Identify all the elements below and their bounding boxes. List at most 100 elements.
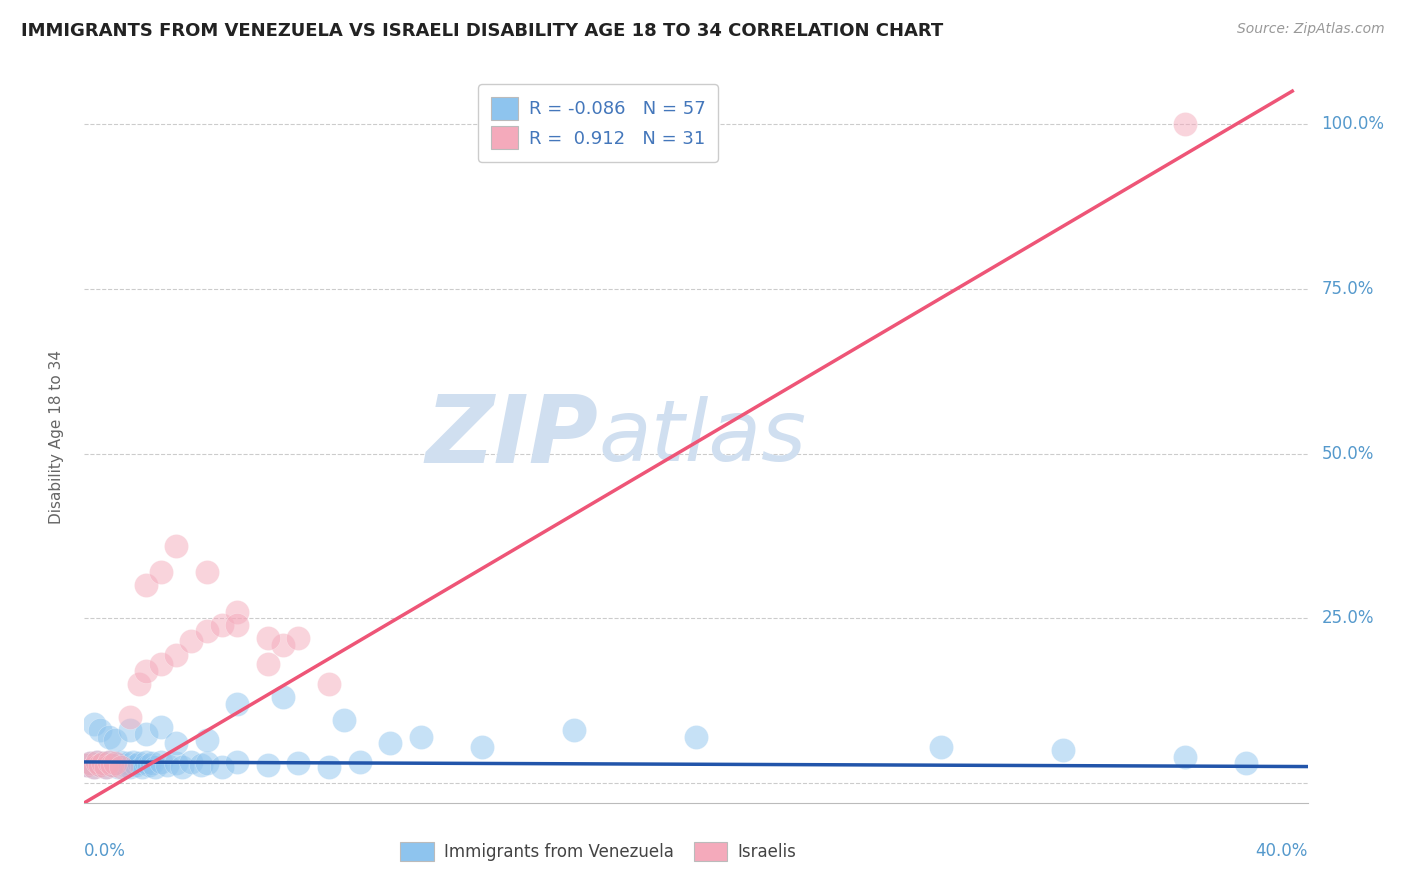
Point <box>165 756 187 771</box>
Point <box>287 756 309 771</box>
Point <box>257 631 280 645</box>
Point <box>195 565 218 579</box>
Point <box>143 759 166 773</box>
Point <box>318 677 340 691</box>
Point <box>156 757 179 772</box>
Legend: Immigrants from Venezuela, Israelis: Immigrants from Venezuela, Israelis <box>394 835 803 868</box>
Point <box>101 757 124 772</box>
Point <box>271 638 294 652</box>
Point <box>149 657 172 672</box>
Point <box>76 757 98 772</box>
Point <box>122 755 145 769</box>
Point <box>165 539 187 553</box>
Point <box>110 755 132 769</box>
Text: 40.0%: 40.0% <box>1256 842 1308 860</box>
Point <box>165 737 187 751</box>
Point <box>226 755 249 769</box>
Point <box>97 755 120 769</box>
Point <box>112 757 135 772</box>
Point <box>1174 749 1197 764</box>
Point <box>120 723 142 738</box>
Point <box>104 756 127 771</box>
Point <box>149 755 172 769</box>
Point <box>135 664 157 678</box>
Point <box>195 756 218 771</box>
Text: 50.0%: 50.0% <box>1322 444 1374 463</box>
Point <box>380 737 402 751</box>
Text: 100.0%: 100.0% <box>1322 115 1385 133</box>
Point <box>125 757 148 772</box>
Point <box>104 756 127 771</box>
Text: ZIP: ZIP <box>425 391 598 483</box>
Point <box>89 723 111 738</box>
Point <box>172 759 194 773</box>
Point <box>135 755 157 769</box>
Point <box>1052 743 1074 757</box>
Point <box>409 730 432 744</box>
Point <box>104 733 127 747</box>
Point <box>135 578 157 592</box>
Point <box>94 759 117 773</box>
Point <box>257 757 280 772</box>
Point <box>149 565 172 579</box>
Point <box>929 739 952 754</box>
Point <box>107 759 129 773</box>
Point <box>128 756 150 771</box>
Point <box>471 739 494 754</box>
Point <box>271 690 294 705</box>
Point <box>110 759 132 773</box>
Text: 25.0%: 25.0% <box>1322 609 1374 627</box>
Point <box>1234 756 1257 771</box>
Point <box>91 756 114 771</box>
Text: 75.0%: 75.0% <box>1322 280 1374 298</box>
Point <box>562 723 585 738</box>
Point <box>180 755 202 769</box>
Point <box>115 756 138 771</box>
Point <box>89 757 111 772</box>
Point <box>120 710 142 724</box>
Point <box>128 677 150 691</box>
Point <box>97 730 120 744</box>
Point <box>257 657 280 672</box>
Point <box>195 733 218 747</box>
Point <box>226 697 249 711</box>
Text: Source: ZipAtlas.com: Source: ZipAtlas.com <box>1237 22 1385 37</box>
Point <box>180 634 202 648</box>
Point <box>149 720 172 734</box>
Point <box>138 757 160 772</box>
Point <box>190 757 212 772</box>
Point <box>287 631 309 645</box>
Text: 0.0%: 0.0% <box>84 842 127 860</box>
Point <box>89 757 111 772</box>
Point <box>195 624 218 639</box>
Point <box>685 730 707 744</box>
Point <box>79 756 101 771</box>
Point <box>76 757 98 772</box>
Text: IMMIGRANTS FROM VENEZUELA VS ISRAELI DISABILITY AGE 18 TO 34 CORRELATION CHART: IMMIGRANTS FROM VENEZUELA VS ISRAELI DIS… <box>21 22 943 40</box>
Text: atlas: atlas <box>598 395 806 479</box>
Point <box>86 755 108 769</box>
Point <box>135 726 157 740</box>
Point <box>86 755 108 769</box>
Point <box>131 759 153 773</box>
Point <box>83 716 105 731</box>
Point <box>141 756 163 771</box>
Y-axis label: Disability Age 18 to 34: Disability Age 18 to 34 <box>49 350 63 524</box>
Point <box>226 618 249 632</box>
Point <box>211 618 233 632</box>
Point <box>211 759 233 773</box>
Point <box>94 759 117 773</box>
Point <box>120 759 142 773</box>
Point <box>1174 117 1197 131</box>
Point <box>97 755 120 769</box>
Point <box>83 759 105 773</box>
Point <box>91 756 114 771</box>
Point <box>349 755 371 769</box>
Point <box>226 605 249 619</box>
Point <box>101 757 124 772</box>
Point <box>83 759 105 773</box>
Point <box>165 648 187 662</box>
Point <box>79 756 101 771</box>
Point <box>318 759 340 773</box>
Point <box>333 714 356 728</box>
